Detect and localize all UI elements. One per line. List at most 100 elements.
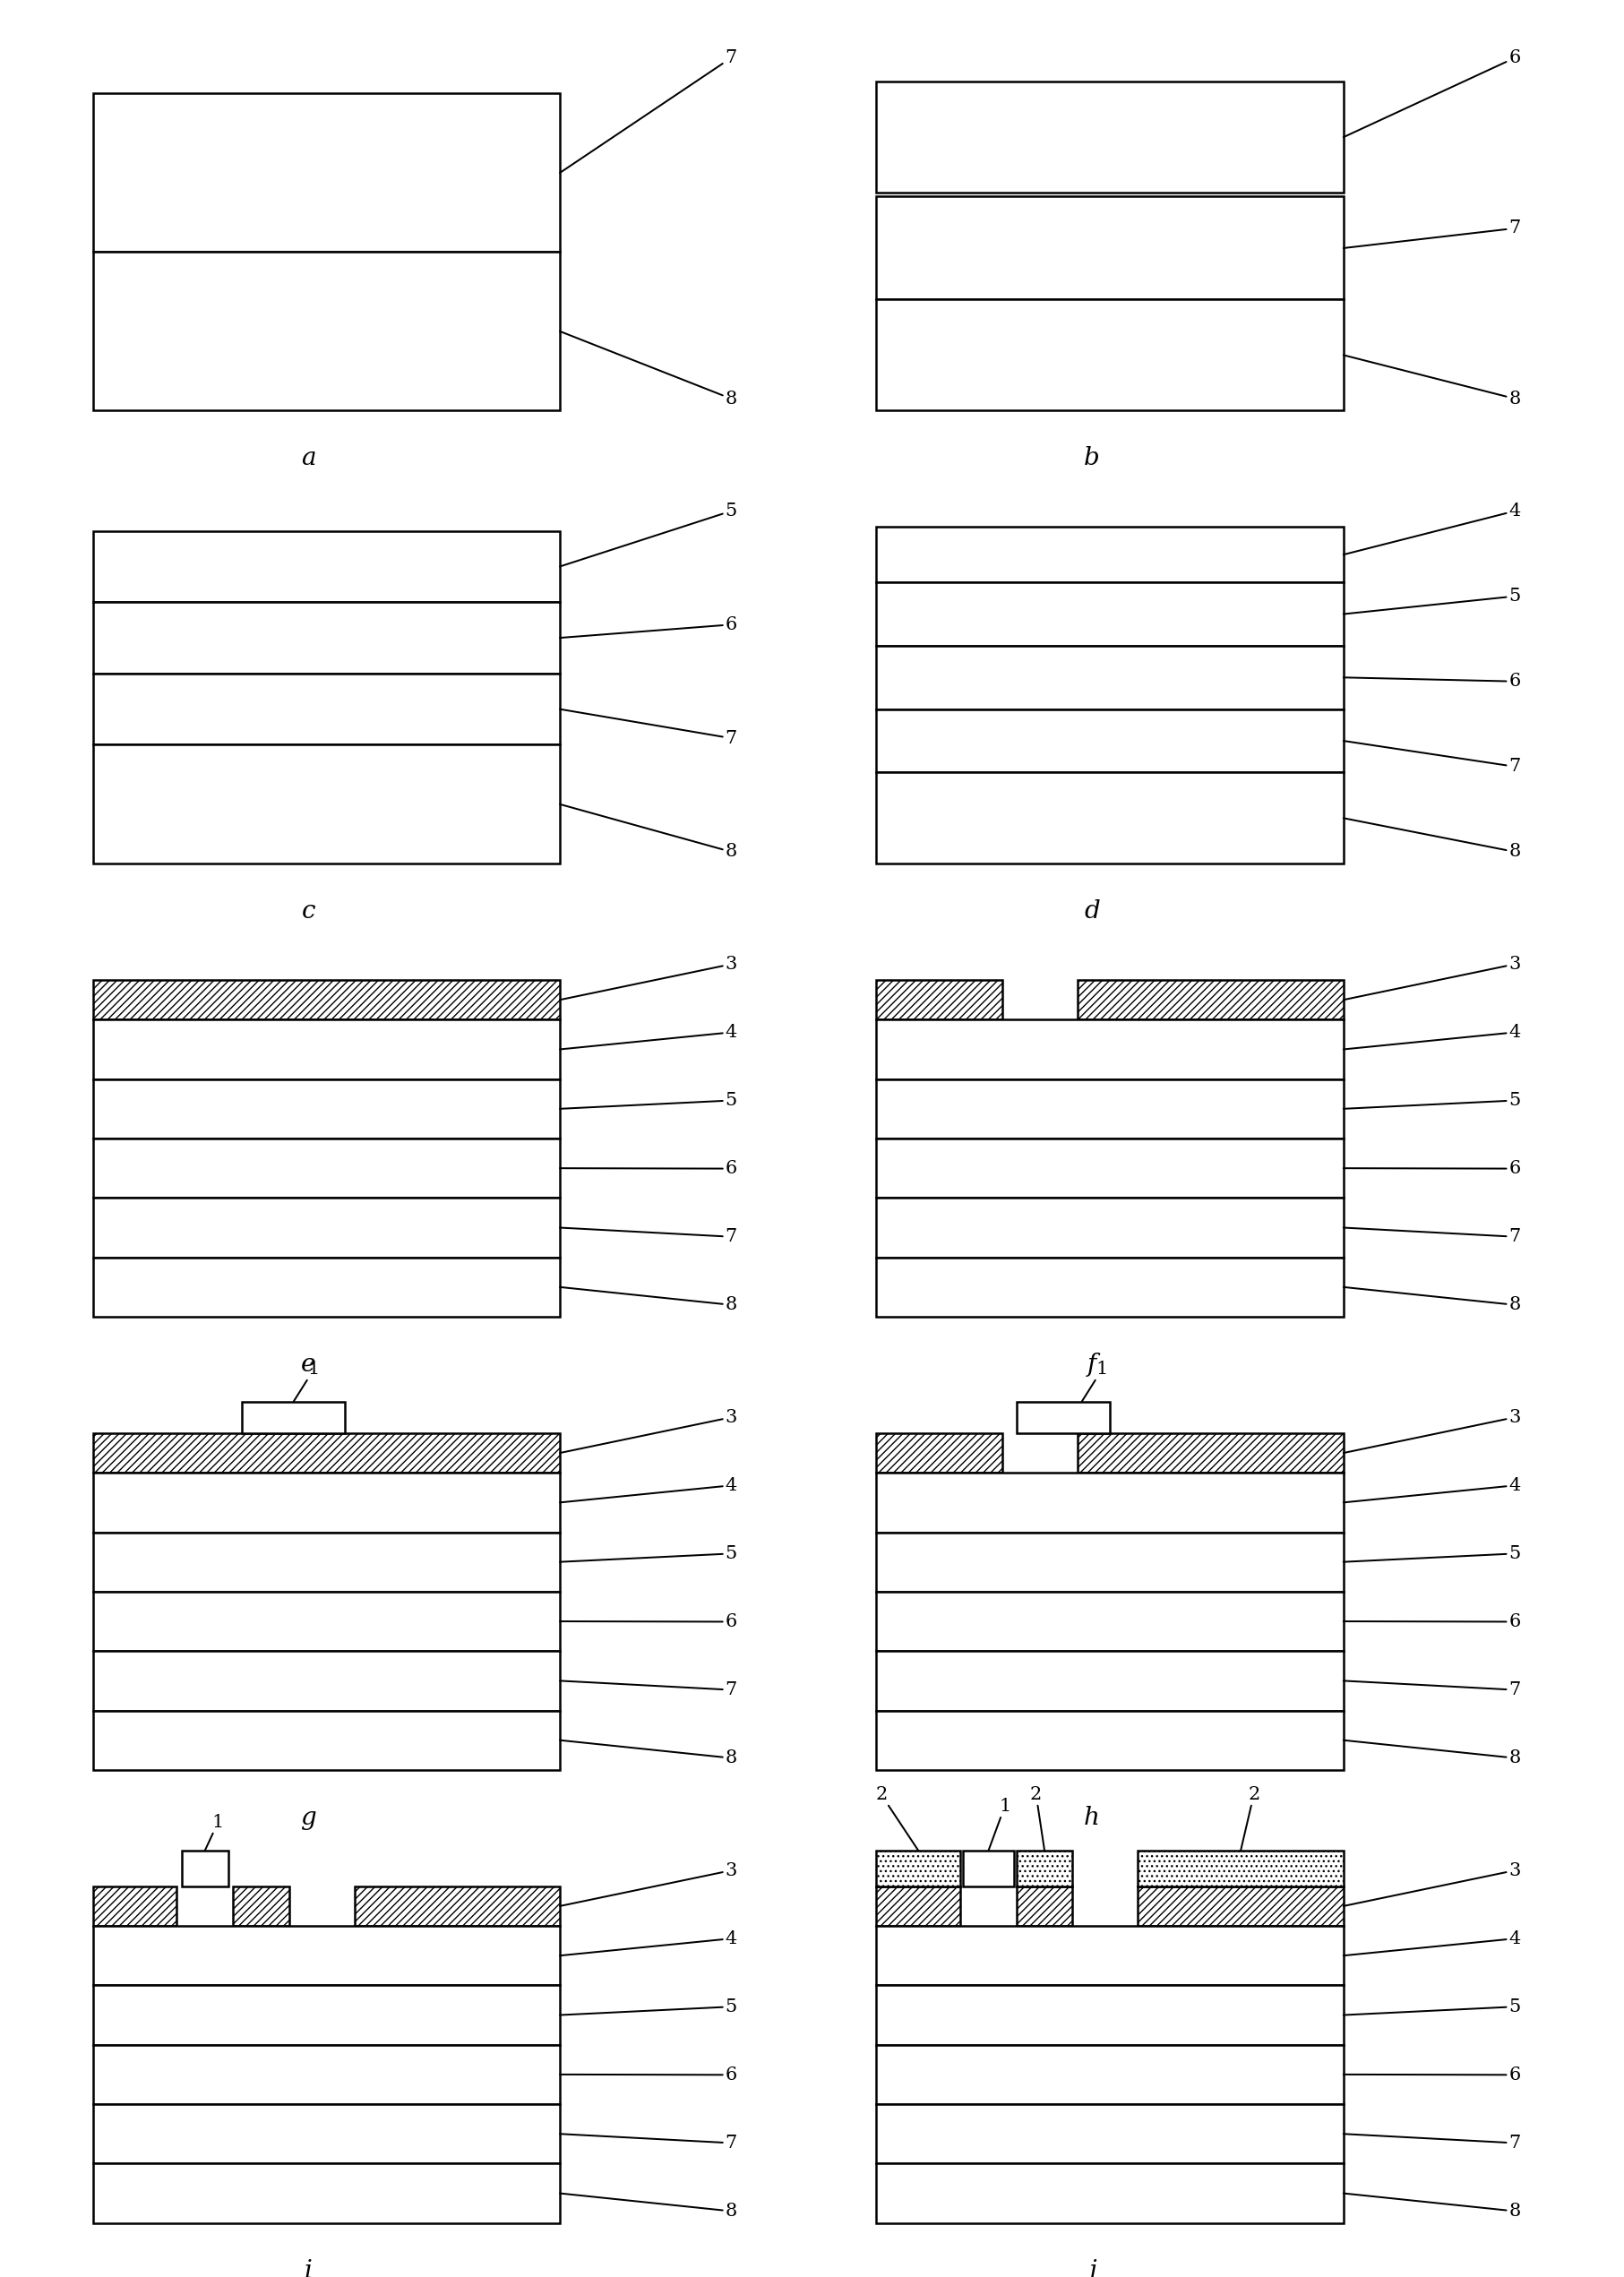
Bar: [877, 979, 1002, 1020]
Bar: [877, 583, 1343, 647]
Text: 4: 4: [1343, 1025, 1520, 1050]
Text: 7: 7: [1343, 221, 1520, 248]
Text: 8: 8: [560, 1740, 737, 1767]
Text: 3: 3: [560, 1409, 737, 1453]
Bar: [877, 1079, 1343, 1138]
Bar: [93, 1432, 560, 1473]
Bar: [877, 772, 1343, 863]
Text: 1: 1: [989, 1799, 1010, 1851]
Bar: [232, 1885, 289, 1926]
Bar: [877, 1651, 1343, 1710]
Bar: [93, 1592, 560, 1651]
Bar: [1017, 1851, 1072, 1885]
Text: 7: 7: [1343, 740, 1520, 774]
Bar: [877, 708, 1343, 772]
Bar: [93, 1198, 560, 1257]
Text: g: g: [300, 1806, 317, 1831]
Text: 8: 8: [1343, 1740, 1520, 1767]
Text: 5: 5: [560, 1999, 737, 2015]
Bar: [877, 1592, 1343, 1651]
Text: j: j: [1088, 2259, 1096, 2277]
Bar: [93, 1257, 560, 1316]
Bar: [877, 979, 1002, 1020]
Text: 5: 5: [1343, 1546, 1520, 1562]
Text: 3: 3: [1343, 1409, 1520, 1453]
Text: 8: 8: [1343, 355, 1520, 408]
Text: 6: 6: [1343, 674, 1520, 690]
Bar: [877, 1473, 1343, 1532]
Bar: [877, 1432, 1002, 1473]
Bar: [93, 2163, 560, 2222]
Text: d: d: [1083, 899, 1099, 924]
Text: 7: 7: [1343, 1227, 1520, 1246]
Text: c: c: [302, 899, 315, 924]
Bar: [877, 1851, 960, 1885]
Text: 8: 8: [560, 1287, 737, 1314]
Bar: [93, 1532, 560, 1592]
Text: 8: 8: [1343, 2193, 1520, 2220]
Bar: [877, 1198, 1343, 1257]
Text: 7: 7: [560, 1680, 737, 1699]
Text: 2: 2: [1030, 1785, 1044, 1851]
Bar: [182, 1851, 229, 1885]
Text: 6: 6: [1343, 1159, 1520, 1177]
Bar: [1138, 1885, 1343, 1926]
Bar: [1138, 1851, 1343, 1885]
Text: 8: 8: [560, 330, 737, 408]
Bar: [1017, 1400, 1109, 1432]
Text: 6: 6: [1343, 1612, 1520, 1630]
Bar: [877, 1851, 960, 1885]
Text: 4: 4: [1343, 1931, 1520, 1956]
Bar: [877, 526, 1343, 583]
Bar: [877, 301, 1343, 410]
Text: 8: 8: [560, 804, 737, 861]
Bar: [93, 1926, 560, 1986]
Bar: [93, 1079, 560, 1138]
Bar: [877, 1432, 1002, 1473]
Bar: [1017, 1885, 1072, 1926]
Bar: [877, 196, 1343, 301]
Text: 7: 7: [560, 1227, 737, 1246]
Text: b: b: [1083, 446, 1099, 471]
Text: 7: 7: [560, 2134, 737, 2152]
Text: 7: 7: [560, 50, 737, 173]
Bar: [93, 531, 560, 601]
Text: a: a: [300, 446, 315, 471]
Bar: [93, 2104, 560, 2163]
Bar: [93, 1986, 560, 2045]
Bar: [877, 647, 1343, 708]
Text: 4: 4: [1343, 1478, 1520, 1503]
Bar: [877, 1257, 1343, 1316]
Bar: [877, 1710, 1343, 1769]
Bar: [877, 82, 1343, 194]
Bar: [1077, 1432, 1343, 1473]
Bar: [877, 2104, 1343, 2163]
Bar: [1077, 979, 1343, 1020]
Text: 4: 4: [560, 1025, 737, 1050]
Bar: [93, 1710, 560, 1769]
Bar: [354, 1885, 560, 1926]
Bar: [877, 1138, 1343, 1198]
Bar: [93, 1651, 560, 1710]
Bar: [1077, 1432, 1343, 1473]
Bar: [877, 2163, 1343, 2222]
Text: 7: 7: [1343, 2134, 1520, 2152]
Bar: [93, 1432, 560, 1473]
Bar: [877, 1532, 1343, 1592]
Bar: [93, 1885, 177, 1926]
Text: 5: 5: [1343, 1999, 1520, 2015]
Text: 5: 5: [560, 503, 737, 567]
Bar: [93, 93, 560, 253]
Bar: [93, 1020, 560, 1079]
Bar: [1077, 979, 1343, 1020]
Text: 6: 6: [560, 1159, 737, 1177]
Text: 1: 1: [294, 1362, 320, 1400]
Text: 6: 6: [560, 2065, 737, 2083]
Text: 6: 6: [1343, 50, 1520, 137]
Bar: [877, 1885, 960, 1926]
Text: 4: 4: [560, 1931, 737, 1956]
Text: 3: 3: [560, 956, 737, 1000]
Bar: [354, 1885, 560, 1926]
Bar: [93, 1138, 560, 1198]
Text: e: e: [300, 1353, 315, 1378]
